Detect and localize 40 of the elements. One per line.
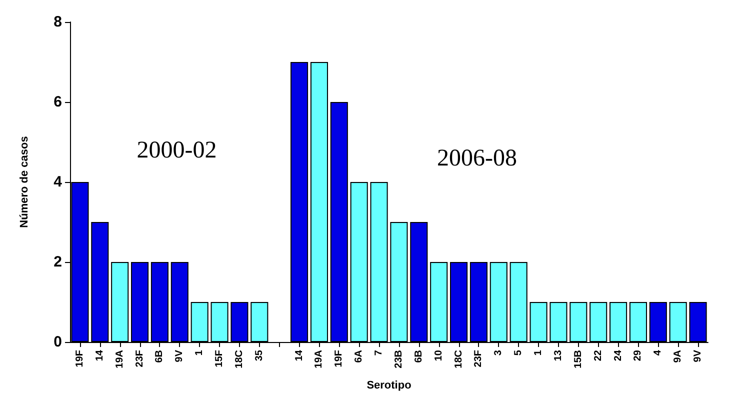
x-tick-label: 6B xyxy=(154,350,166,363)
x-tick-label: 7 xyxy=(374,350,385,356)
x-tick-label: 14 xyxy=(294,350,305,362)
x-tick-label: 15F xyxy=(214,350,226,368)
x-tick-label: 6A xyxy=(354,350,365,363)
x-tick-label: 6B xyxy=(413,350,424,363)
y-axis-title: Número de casos xyxy=(18,136,30,228)
x-tick-label: 19F xyxy=(334,350,345,368)
annotation: 2000-02 xyxy=(136,138,217,164)
x-tick-label: 23F xyxy=(473,350,484,368)
x-tick-label: 5 xyxy=(513,350,524,356)
annotation: 2006-08 xyxy=(437,146,517,172)
x-tick-label: 4 xyxy=(652,350,664,356)
x-tick-label: 9A xyxy=(672,350,684,363)
x-tick-label: 9V xyxy=(692,350,704,362)
x-tick-label: 1 xyxy=(194,350,206,356)
x-tick-label: 18C xyxy=(234,350,245,368)
x-tick-label: 24 xyxy=(612,350,624,362)
y-tick-label: 4 xyxy=(54,174,63,190)
x-tick-label: 23F xyxy=(134,350,146,368)
x-tick-label: 29 xyxy=(632,350,644,362)
x-tick-label: 14 xyxy=(94,350,106,362)
x-tick-label: 22 xyxy=(592,350,604,362)
x-axis-title: Serotipo xyxy=(366,380,412,392)
y-tick-label: 6 xyxy=(54,94,62,110)
y-tick-label: 8 xyxy=(54,14,62,30)
x-tick-label: 1 xyxy=(533,350,544,356)
x-tick-label: 19A xyxy=(314,350,325,368)
y-tick-label: 0 xyxy=(54,334,62,350)
x-tick-label: 15B xyxy=(572,350,584,368)
x-tick-label: 18C xyxy=(453,350,464,368)
x-tick-label: 9V xyxy=(174,350,186,362)
x-tick-label: 13 xyxy=(552,350,564,362)
y-tick-label: 2 xyxy=(54,254,62,270)
x-tick-label: 35 xyxy=(254,350,265,362)
x-tick-label: 19F xyxy=(74,350,86,368)
x-tick-label: 19A xyxy=(114,350,126,368)
x-tick-label: 3 xyxy=(493,350,504,356)
x-tick-label: 23B xyxy=(393,350,404,368)
x-tick-label: 10 xyxy=(433,350,444,362)
